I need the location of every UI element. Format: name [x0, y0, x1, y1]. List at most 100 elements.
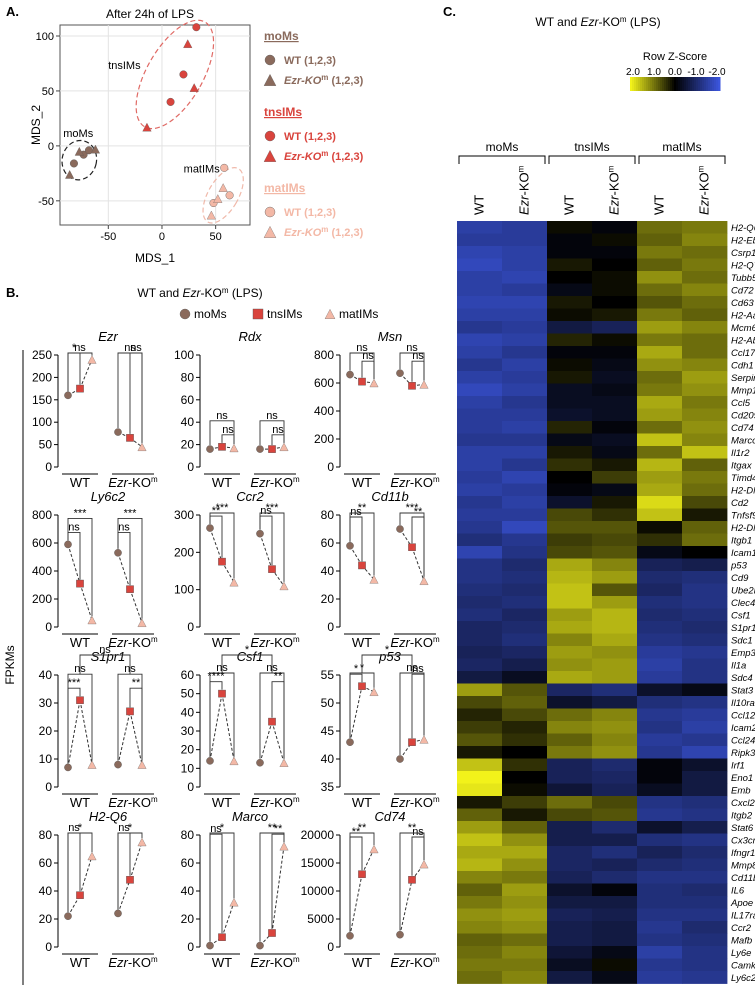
heatmap-cell [682, 308, 728, 322]
heatmap-cell [547, 896, 593, 909]
heatmap-cell [547, 233, 593, 247]
fpkm-y-tick-label: 20 [181, 743, 195, 757]
heatmap-cell [682, 958, 728, 972]
heatmap-cell [592, 596, 638, 609]
fpkm-sig-label: ns [130, 342, 142, 354]
fpkm-sig-label: ns [406, 342, 418, 354]
heatmap-cell [502, 571, 548, 584]
mds-legend-wt-marker [264, 206, 276, 218]
heatmap-cell [592, 446, 638, 459]
fpkm-point-wt-moMs [346, 932, 354, 940]
heatmap-row-label: Itgax [731, 461, 753, 472]
fpkm-point-wt-tnsIMs [76, 891, 84, 899]
heatmap-cell [502, 908, 548, 922]
heatmap-cell [682, 871, 728, 884]
heatmap-scale-swatch [696, 77, 699, 91]
heatmap-cell [682, 933, 728, 947]
heatmap-cell [547, 308, 593, 322]
mds-y-tick-label: 0 [48, 141, 54, 153]
heatmap-row-label: Icam1 [731, 548, 755, 559]
heatmap-cell [637, 396, 683, 409]
heatmap-cell [682, 733, 728, 747]
heatmap-cell [457, 521, 503, 534]
heatmap-cell [457, 733, 503, 747]
heatmap-row-label: Cxcl2 [731, 798, 755, 809]
heatmap-cell [502, 308, 548, 322]
heatmap-column-suffix: -KO [517, 172, 532, 195]
heatmap-cell [592, 458, 638, 472]
panel-label-b: B. [6, 285, 19, 300]
heatmap-scale-tick: -1.0 [687, 67, 705, 78]
fpkm-y-tick-label: 800 [32, 508, 52, 522]
fpkm-sig-label: * [128, 822, 133, 834]
fpkm-ko-suffix: -KO [410, 635, 433, 650]
heatmap-row-label: Il1a [731, 661, 746, 672]
heatmap-cell [637, 846, 683, 859]
fpkm-sig-bracket [259, 515, 273, 566]
fpkm-y-tick-label: 200 [32, 592, 52, 606]
panel-label-c: C. [443, 4, 456, 19]
heatmap-cell [547, 858, 593, 872]
mds-legend-ko-label: Ezr-KOm (1,2,3) [284, 149, 364, 163]
fpkm-series-line-wt [349, 686, 363, 743]
fpkm-wt-label: WT [212, 955, 232, 970]
heatmap-cell [547, 746, 593, 759]
mds-x-tick-label: -50 [100, 231, 116, 243]
heatmap-scale-swatch [686, 77, 689, 91]
fpkm-ko-suffix: -KO [410, 475, 433, 490]
heatmap-cell [637, 583, 683, 597]
heatmap-cell [682, 946, 728, 959]
fpkm-series-line-ko [271, 721, 285, 763]
fpkm-point-wt-tnsIMs [358, 561, 366, 570]
fpkm-panel-gene-title: Msn [378, 329, 403, 344]
heatmap-cell [502, 958, 548, 972]
heatmap-cell [637, 533, 683, 547]
heatmap-row-label: Itgb2 [731, 811, 753, 822]
heatmap-scale-swatch [652, 77, 655, 91]
heatmap-cell [547, 383, 593, 397]
heatmap-cell [592, 421, 638, 434]
heatmap-cell [682, 471, 728, 484]
mds-legend-header: matIMs [264, 181, 306, 195]
mds-point-matIMs-wt [225, 191, 234, 200]
fpkm-y-tick-label: 20 [181, 912, 195, 926]
heatmap-cell [682, 408, 728, 422]
heatmap-row-label: Cd209a [731, 411, 755, 422]
fpkm-wt-label: WT [70, 635, 90, 650]
heatmap-cell [592, 308, 638, 322]
heatmap-cell [637, 483, 683, 497]
heatmap-cell [637, 308, 683, 322]
fpkm-ko-sup: m [151, 635, 158, 644]
mds-legend-wt-marker [264, 130, 276, 142]
fpkm-sig-bracket [117, 517, 143, 619]
mds-cluster-label: matIMs [184, 163, 221, 175]
heatmap-scale-swatch [674, 77, 677, 91]
heatmap-cell [682, 646, 728, 659]
heatmap-scale-swatch [706, 77, 709, 91]
fpkm-sig-bracket [129, 352, 143, 443]
heatmap-cell [682, 908, 728, 922]
fpkm-point-ko-matIMs [279, 841, 289, 851]
fpkm-y-tick-label: 20 [39, 912, 53, 926]
heatmap-scale-tick: 0.0 [668, 67, 682, 78]
heatmap-cell [682, 583, 728, 597]
fpkm-series-line-wt [361, 565, 375, 580]
fpkm-series-line-wt [209, 527, 223, 562]
fpkm-point-ko-tnsIMs [268, 565, 276, 573]
mds-x-tick-label: 50 [210, 231, 222, 243]
fpkm-point-ko-matIMs [137, 618, 147, 627]
heatmap-cell [457, 883, 503, 897]
fpkm-point-ko-tnsIMs [126, 876, 134, 884]
fpkm-sig-bracket [117, 352, 143, 443]
fpkm-y-tick-label: 100 [174, 348, 194, 362]
heatmap-cell [592, 896, 638, 909]
heatmap-cell [637, 621, 683, 634]
fpkm-y-tick-label: 40 [321, 752, 335, 766]
heatmap-cell [547, 371, 593, 384]
heatmap-row-label: Serpinb9 [731, 373, 755, 384]
fpkm-point-wt-moMs [206, 941, 214, 950]
heatmap-cell [592, 871, 638, 884]
heatmap-cell [547, 721, 593, 734]
heatmap-cell [502, 921, 548, 934]
